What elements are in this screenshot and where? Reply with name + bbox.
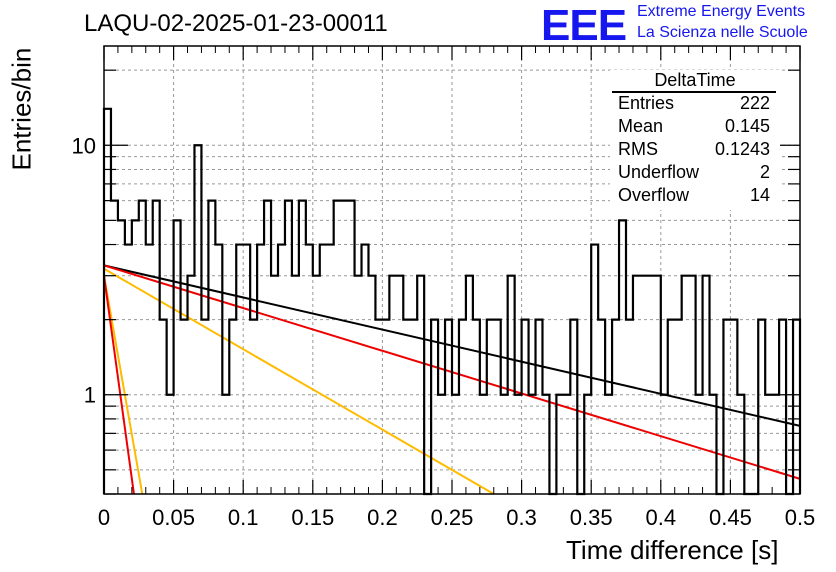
stat-value: 0.145 xyxy=(724,116,770,136)
stat-label: Overflow xyxy=(618,185,690,205)
x-tick-label: 0 xyxy=(98,505,110,530)
stat-value: 222 xyxy=(739,93,770,113)
stat-row-rms: RMS 0.1243 xyxy=(618,139,770,161)
logo-line-1: Extreme Energy Events xyxy=(637,3,806,20)
plot-title: LAQU-02-2025-01-23-00011 xyxy=(84,10,388,37)
eee-logo-mark: EEE xyxy=(541,1,627,50)
x-tick-label: 0.15 xyxy=(291,505,334,530)
x-tick-label: 0.5 xyxy=(785,505,816,530)
stat-label: Entries xyxy=(618,93,675,113)
fit-curve xyxy=(103,267,495,495)
stat-value: 0.1243 xyxy=(714,139,770,159)
stat-value: 2 xyxy=(759,162,770,182)
stat-label: Underflow xyxy=(618,162,700,182)
x-tick-label: 0.35 xyxy=(570,505,613,530)
x-tick-label: 0.3 xyxy=(506,505,537,530)
stat-label: Mean xyxy=(618,116,664,136)
axis-ticks xyxy=(103,46,801,495)
x-tick-label: 0.1 xyxy=(228,505,259,530)
fit-curve xyxy=(103,275,135,495)
y-tick-label: 10 xyxy=(72,133,96,158)
x-tick-label: 0.05 xyxy=(152,505,195,530)
stat-row-mean: Mean 0.145 xyxy=(618,116,770,138)
logo-line-2: La Scienza nelle Scuole xyxy=(637,24,808,41)
x-axis-title: Time difference [s] xyxy=(566,535,779,565)
stat-row-overflow: Overflow 14 xyxy=(618,185,770,207)
x-tick-label: 0.2 xyxy=(367,505,398,530)
fit-curve xyxy=(103,275,144,495)
stat-label: RMS xyxy=(618,139,658,159)
y-tick-label: 1 xyxy=(84,383,96,408)
axis-tick-labels: 0 0.05 0.1 0.15 0.2 0.25 0.3 0.35 0.4 0.45 0.5 1 10 xyxy=(72,133,816,530)
stat-row-underflow: Underflow 2 xyxy=(618,162,770,184)
stats-divider xyxy=(612,91,776,93)
x-tick-label: 0.45 xyxy=(709,505,752,530)
histogram-line xyxy=(102,107,802,496)
stats-box: DeltaTime Entries 222 Mean 0.145 RMS 0.1… xyxy=(610,70,780,210)
y-axis-title: Entries/bin xyxy=(6,47,37,171)
stat-value: 14 xyxy=(749,185,770,205)
x-tick-label: 0.4 xyxy=(646,505,677,530)
stats-title: DeltaTime xyxy=(654,70,736,90)
stat-row-entries: Entries 222 xyxy=(618,93,770,115)
x-tick-label: 0.25 xyxy=(431,505,474,530)
